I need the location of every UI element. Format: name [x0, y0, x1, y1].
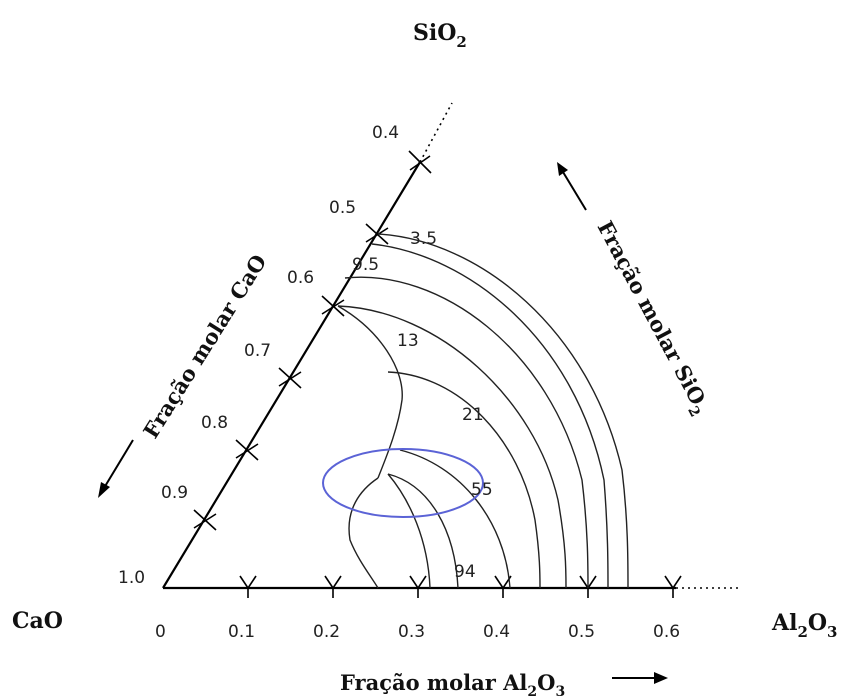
right-axis-title: Fração molar SiO2: [588, 217, 715, 420]
right-axis-arrow-line: [562, 171, 587, 211]
iso-label: 13: [397, 331, 419, 351]
left-tick-0.8: [235, 439, 259, 461]
iso-label: 94: [454, 562, 476, 582]
highlight-ellipse: [322, 448, 484, 518]
bottom-tick-label: 0.3: [398, 622, 425, 642]
iso-label: 21: [462, 405, 484, 425]
left-tick-label: 0.4: [372, 123, 399, 143]
iso-curve-3.5-inner: [371, 243, 609, 589]
left-axis-title-group: Fração molar CaO: [98, 250, 271, 498]
left-axis-arrow-line: [103, 439, 134, 489]
bottom-tick-0.1: [239, 575, 257, 598]
iso-curve-3.5-outer: [377, 233, 629, 589]
left-tick-0.9: [193, 509, 217, 531]
left-tick-label: 0.6: [287, 268, 314, 288]
left-edge: [162, 161, 421, 589]
bottom-tick-0.3: [409, 575, 427, 598]
bottom-axis-title-group: Fração molar Al2O3: [340, 670, 668, 698]
left-tick-0.5: [365, 223, 389, 245]
bottom-tick-0.4: [494, 575, 512, 598]
iso-curve-9.5: [344, 276, 589, 589]
iso-curve-55: [399, 449, 511, 589]
right-axis-arrowhead: [557, 162, 568, 176]
left-edge-dotted-extension: [419, 102, 453, 163]
vertex-al2o3-label: Al2O3: [771, 610, 837, 641]
left-tick-label: 0.7: [244, 341, 271, 361]
iso-curve-94: [387, 473, 459, 589]
bottom-tick-0.2: [324, 575, 342, 598]
bottom-tick-0.6: [664, 575, 682, 598]
left-ticks: [193, 150, 432, 531]
bottom-axis-title: Fração molar Al2O3: [340, 670, 565, 698]
left-tick-0.6: [321, 295, 345, 317]
vertex-cao-label: CaO: [12, 608, 63, 634]
iso-curve-13: [337, 305, 567, 589]
bottom-tick-label: 0.2: [313, 622, 340, 642]
iso-curve-21: [387, 371, 541, 589]
boundary-curve-right: [387, 473, 431, 589]
bottom-ticks: [239, 575, 682, 598]
vertex-sio2-label: SiO2: [413, 20, 467, 51]
left-tick-0.4: [408, 150, 432, 174]
left-tick-0.7: [278, 367, 302, 389]
boundary-curve-lower: [348, 477, 379, 589]
bottom-tick-label: 0.6: [653, 622, 680, 642]
left-axis-arrowhead: [98, 482, 110, 498]
boundary-curve-upper: [337, 305, 403, 479]
iso-label: 3.5: [410, 229, 437, 249]
bottom-tick-label: 0.1: [228, 622, 255, 642]
bottom-tick-label: 0.5: [568, 622, 595, 642]
iso-label: 9.5: [352, 255, 379, 275]
right-axis-title-group: Fração molar SiO2: [557, 162, 715, 420]
left-tick-label: 1.0: [118, 568, 145, 588]
left-tick-label: 0.8: [201, 413, 228, 433]
bottom-axis-arrowhead: [654, 672, 668, 684]
left-tick-label: 0.5: [329, 198, 356, 218]
left-tick-label: 0.9: [161, 483, 188, 503]
iso-curves: [337, 233, 629, 589]
iso-label: 55: [471, 480, 493, 500]
bottom-tick-label: 0.4: [483, 622, 510, 642]
bottom-tick-label: 0: [155, 622, 166, 642]
